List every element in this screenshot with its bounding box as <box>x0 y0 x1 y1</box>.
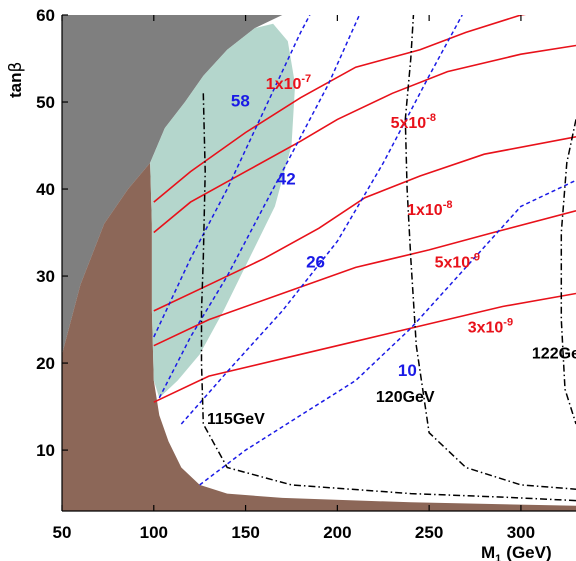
region-grey <box>62 15 283 355</box>
black-contour-line <box>404 15 576 490</box>
blue-contour-label: 42 <box>277 170 296 189</box>
black-contour-label: 115GeV <box>207 411 265 428</box>
red-contour-line <box>153 210 576 347</box>
y-axis-label: tanβ <box>6 62 26 98</box>
tick-labels: 50 100 150 200 250 300 10 20 30 40 50 60 <box>36 6 535 542</box>
x-tick-label: 250 <box>415 523 443 542</box>
black-contour-line <box>560 119 576 425</box>
x-tick-label: 100 <box>140 523 168 542</box>
y-tick-label: 60 <box>36 6 55 25</box>
red-contour-label: 5x10-9 <box>435 251 480 271</box>
black-contour-label: 122GeV <box>532 346 576 363</box>
blue-contour-label: 58 <box>231 91 250 110</box>
y-tick-label: 40 <box>36 180 55 199</box>
x-tick-label: 150 <box>231 523 259 542</box>
red-contour-label: 1x10-8 <box>407 199 452 219</box>
red-contour-line <box>153 15 527 203</box>
blue-contour-label: 10 <box>398 361 417 380</box>
x-tick-label: 200 <box>323 523 351 542</box>
x-tick-label: 300 <box>507 523 535 542</box>
red-contour-label: 3x10-9 <box>468 317 513 337</box>
contour-labels: 1x10-7 5x10-8 1x10-8 5x10-9 3x10-9 58 42 26 10 11… <box>207 73 576 428</box>
red-contour-line <box>153 292 576 403</box>
y-tick-label: 50 <box>36 93 55 112</box>
red-contour-label: 5x10-8 <box>391 112 436 132</box>
red-contour-label: 1x10-7 <box>266 73 311 93</box>
blue-contour-label: 26 <box>306 252 325 271</box>
region-brown <box>62 162 576 511</box>
shaded-regions <box>62 15 576 511</box>
region-band <box>150 23 296 398</box>
red-contour-line <box>153 44 576 234</box>
red-contour-line <box>153 136 576 312</box>
blue-contour-line <box>199 179 576 486</box>
x-axis-label: M1 (GeV) <box>481 543 552 561</box>
blue-contour-line <box>158 15 361 399</box>
y-tick-label: 30 <box>36 267 55 286</box>
contour-lines <box>153 15 576 502</box>
black-contour-label: 120GeV <box>376 389 435 406</box>
y-tick-label: 10 <box>36 441 55 460</box>
blue-contour-line <box>180 15 463 425</box>
y-tick-label: 20 <box>36 354 55 373</box>
axes <box>61 14 576 512</box>
blue-contour-line <box>153 15 311 338</box>
black-contour-line <box>200 93 576 502</box>
x-tick-label: 50 <box>53 523 72 542</box>
